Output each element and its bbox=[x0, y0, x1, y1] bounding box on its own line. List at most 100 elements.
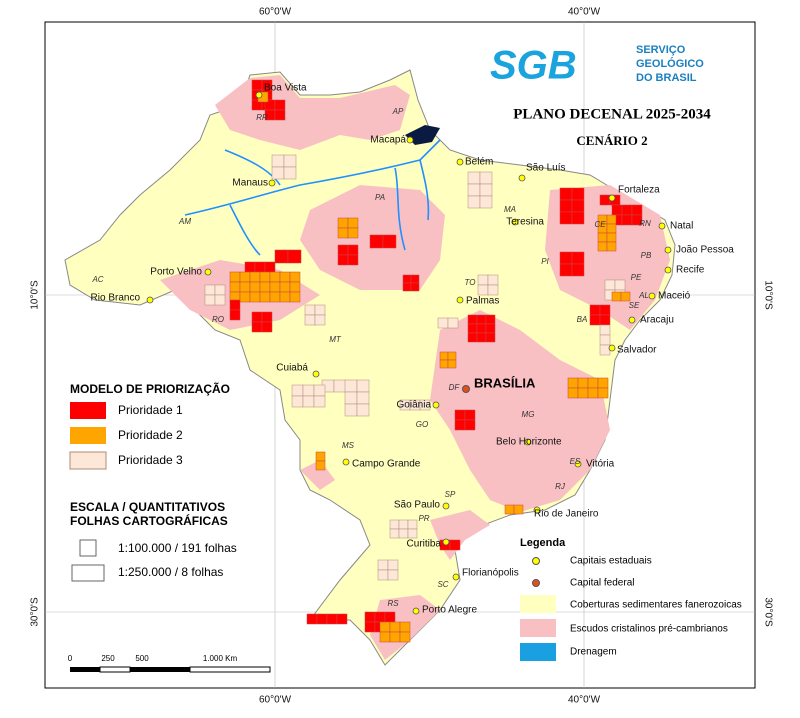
map-sheet bbox=[287, 249, 302, 264]
capital-symbol bbox=[432, 401, 440, 409]
scale-legend-title: ESCALA / QUANTITATIVOS bbox=[70, 500, 225, 514]
legend-symbol bbox=[532, 557, 540, 565]
map-sheet bbox=[389, 519, 400, 530]
state-label: MS bbox=[342, 441, 355, 450]
city-label: Rio Branco bbox=[91, 293, 141, 304]
map-sheet bbox=[606, 223, 617, 234]
map-sheet bbox=[559, 199, 573, 213]
map-sheet bbox=[614, 279, 626, 291]
map-sheet bbox=[204, 294, 216, 306]
map-sheet bbox=[259, 291, 271, 303]
scale-label: 1.000 Km bbox=[203, 654, 238, 663]
map-sheet bbox=[621, 204, 633, 216]
map-sheet bbox=[589, 314, 601, 326]
map-sheet bbox=[271, 154, 285, 168]
map-sheet bbox=[326, 613, 338, 625]
map-sheet bbox=[447, 351, 457, 361]
map-sheet bbox=[333, 379, 347, 393]
map-sheet bbox=[313, 384, 326, 397]
map-sheet bbox=[571, 199, 585, 213]
graticule-label: 40°0'W bbox=[568, 695, 601, 706]
legend-swatch bbox=[69, 451, 107, 470]
capital-symbol bbox=[518, 174, 526, 182]
scale-legend-title: FOLHAS CARTOGRÁFICAS bbox=[70, 513, 228, 528]
map-sheet bbox=[314, 304, 326, 316]
map-sheet bbox=[337, 254, 349, 266]
graticule-label: 60°0'W bbox=[259, 695, 292, 706]
legend-swatch bbox=[520, 595, 556, 613]
map-sheet bbox=[577, 377, 589, 389]
city-label: Rio de Janeiro bbox=[534, 509, 599, 520]
map-sheet bbox=[249, 271, 261, 283]
logo-line: GEOLÓGICO bbox=[636, 57, 704, 70]
city-label: Campo Grande bbox=[352, 459, 421, 470]
capital-symbol bbox=[452, 573, 460, 581]
map-sheet bbox=[402, 282, 412, 292]
map-sheet bbox=[599, 194, 611, 206]
legend-swatch bbox=[520, 643, 556, 661]
map-sheet bbox=[597, 241, 608, 252]
capital-symbol bbox=[533, 506, 541, 514]
legend-label: Prioridade 1 bbox=[118, 403, 183, 417]
scale-bar: 0 250 500 1.000 Km bbox=[68, 654, 271, 673]
map-sheet bbox=[454, 409, 466, 421]
map-sheet bbox=[485, 314, 496, 325]
map-sheet bbox=[611, 291, 622, 302]
map-sheet bbox=[377, 559, 389, 571]
map-sheet bbox=[279, 271, 291, 283]
map-sheet bbox=[631, 214, 643, 226]
map-sheet bbox=[244, 261, 256, 273]
legend-label: Drenagem bbox=[570, 647, 617, 658]
map-sheet bbox=[419, 399, 431, 411]
logo-line: SERVIÇO bbox=[636, 44, 686, 56]
scale-legend-label: 1:250.000 / 8 folhas bbox=[118, 565, 223, 579]
city-label: Recife bbox=[676, 265, 705, 276]
drainage bbox=[184, 139, 441, 256]
river-xingu bbox=[419, 159, 430, 221]
map-sheet bbox=[389, 621, 401, 633]
map-sheet bbox=[315, 460, 326, 471]
city-label: Boa Vista bbox=[264, 83, 307, 94]
map-sheet bbox=[302, 384, 315, 397]
capital-symbol bbox=[255, 91, 263, 99]
river-madeira bbox=[229, 204, 261, 256]
capital-symbol bbox=[312, 370, 320, 378]
state-label: RS bbox=[387, 599, 399, 608]
map-sheet bbox=[261, 311, 273, 323]
brazil-sedimentary bbox=[64, 69, 676, 666]
scale-swatch bbox=[71, 564, 105, 582]
map-sheet bbox=[571, 263, 585, 277]
map-sheet bbox=[313, 395, 326, 408]
map-sheet bbox=[269, 291, 281, 303]
map-sheet bbox=[389, 528, 400, 539]
state-label: AP bbox=[392, 107, 404, 116]
map-sheet bbox=[513, 504, 524, 515]
map-sheet bbox=[274, 109, 286, 121]
map-sheet bbox=[283, 166, 297, 180]
map-sheet bbox=[264, 261, 276, 273]
legend-title: MODELO DE PRIORIZAÇÃO bbox=[70, 381, 230, 396]
map-sheet bbox=[439, 359, 449, 369]
map-sheet bbox=[479, 183, 493, 197]
map-sheet bbox=[479, 195, 493, 209]
city-label: Teresina bbox=[506, 217, 544, 228]
map-sheet bbox=[239, 281, 251, 293]
map-sheet bbox=[606, 232, 617, 243]
map-sheet bbox=[559, 211, 573, 225]
state-label: RJ bbox=[555, 482, 566, 491]
city-label: Curitiba bbox=[407, 539, 442, 550]
map-sheet bbox=[439, 351, 449, 361]
state-label: PA bbox=[375, 193, 385, 202]
map-sheet bbox=[410, 274, 420, 284]
capital-symbol bbox=[628, 316, 636, 324]
graticule-label: 40°0'W bbox=[568, 7, 601, 18]
city-label: Florianópolis bbox=[462, 568, 519, 579]
legend-swatch bbox=[70, 427, 106, 444]
map-sheet bbox=[229, 281, 241, 293]
map-sheet bbox=[377, 569, 389, 581]
state-label: RR bbox=[256, 113, 268, 122]
river-tapajos bbox=[394, 167, 406, 251]
map-sheet bbox=[259, 271, 271, 283]
map-sheet bbox=[467, 332, 478, 343]
map-sheet bbox=[269, 281, 281, 293]
